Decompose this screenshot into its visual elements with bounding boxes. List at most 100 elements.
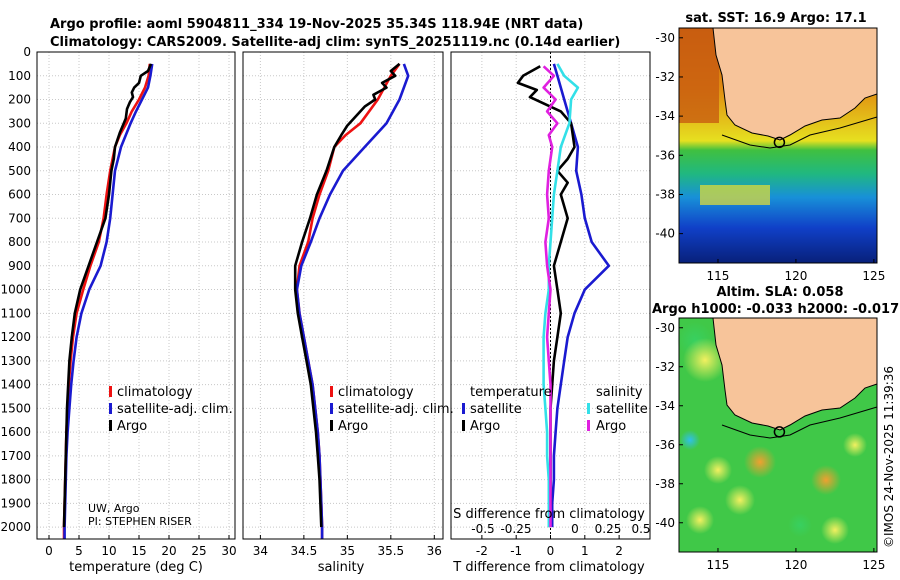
map-x-tick-label: 120 xyxy=(784,558,807,572)
top-tick-label: 0.5 xyxy=(631,522,650,536)
difference-series-temperature-satellite xyxy=(550,63,611,528)
sst-yellow-band xyxy=(700,185,770,205)
sla-land-australia xyxy=(712,317,878,431)
difference-panel: -2 -1 0 1 2 xyxy=(450,51,651,558)
sla-map-frame xyxy=(678,317,878,553)
sst-warm-patch xyxy=(679,28,719,123)
difference-series-salinity-argo xyxy=(542,65,559,528)
map-y-tick-label: -40 xyxy=(655,516,675,530)
depth-tick-label: 1500 xyxy=(0,401,31,415)
depth-axis: 0 100 200 300 400 500 600 700 800 900 1000 1100 1200… xyxy=(0,45,31,534)
top-tick-label: 0 xyxy=(571,522,579,536)
difference-xlabel-top: S difference from climatology xyxy=(453,507,645,522)
depth-tick-label: 0 xyxy=(23,45,31,59)
credit-group: UW, Argo xyxy=(88,502,140,515)
sla-blob xyxy=(704,456,732,484)
depth-tick-label: 1300 xyxy=(0,354,31,368)
map-x-tick-label: 125 xyxy=(862,558,885,572)
salinity-series-argo xyxy=(293,62,401,528)
sla-depth-contour xyxy=(721,406,878,439)
sla-blob xyxy=(683,338,727,382)
map-y-tick-label: -34 xyxy=(655,109,675,123)
depth-tick-label: 1000 xyxy=(0,283,31,297)
x-tick-label: 35 xyxy=(340,544,355,558)
depth-tick-label: 1700 xyxy=(0,449,31,463)
depth-tick-label: 500 xyxy=(8,164,31,178)
salinity-series-climatology xyxy=(295,63,401,539)
map-y-tick-label: -32 xyxy=(655,70,675,84)
depth-tick-label: 600 xyxy=(8,188,31,202)
sst-argo-position-marker xyxy=(773,136,786,149)
depth-tick-label: 400 xyxy=(8,140,31,154)
x-tick-label: 34 xyxy=(253,544,268,558)
x-tick-label: 1 xyxy=(581,544,589,558)
legend-label-satellite: satellite-adj. clim. xyxy=(338,402,454,417)
top-tick-label: -0.25 xyxy=(500,522,531,536)
depth-tick-label: 1100 xyxy=(0,306,31,320)
depth-tick-label: 700 xyxy=(8,211,31,225)
legend-title-temperature: temperature xyxy=(470,385,552,400)
sla-blob xyxy=(680,430,700,450)
top-tick-label: 0.25 xyxy=(595,522,622,536)
salinity-frame xyxy=(242,51,444,540)
difference-frame xyxy=(450,51,651,540)
sla-blob xyxy=(788,513,812,537)
sla-blob xyxy=(843,433,867,457)
x-tick-label: 15 xyxy=(131,544,146,558)
sla-blob xyxy=(686,506,714,534)
difference-xlabel: T difference from climatology xyxy=(452,560,645,575)
legend-swatch-satellite xyxy=(109,403,112,414)
temperature-xlabel: temperature (deg C) xyxy=(69,560,203,575)
depth-tick-label: 200 xyxy=(8,93,31,107)
legend-swatch-t-argo xyxy=(462,420,465,431)
map-x-tick-label: 120 xyxy=(784,269,807,283)
sla-blob xyxy=(744,446,776,478)
sst-depth-contour xyxy=(721,116,878,149)
temperature-frame xyxy=(36,51,236,540)
legend-label-argo: Argo xyxy=(338,419,368,434)
legend-swatch-argo xyxy=(109,420,112,431)
legend-swatch-satellite xyxy=(330,403,333,414)
x-tick-label: 10 xyxy=(101,544,116,558)
legend-swatch-t-satellite xyxy=(462,403,465,414)
title-line-2: Climatology: CARS2009. Satellite-adj cli… xyxy=(50,35,620,50)
sst-map-title: sat. SST: 16.9 Argo: 17.1 xyxy=(685,11,866,26)
x-tick-label: -1 xyxy=(510,544,522,558)
sla-map-axes: 115 120 125 -30 -32 -34 -36 -38 -40 xyxy=(655,321,885,572)
map-y-tick-label: -36 xyxy=(655,438,675,452)
legend-swatch-climatology xyxy=(330,386,333,397)
depth-tick-label: 800 xyxy=(8,235,31,249)
x-tick-label: -2 xyxy=(476,544,488,558)
sla-blob xyxy=(821,516,849,544)
sst-map xyxy=(678,27,878,264)
map-y-tick-label: -38 xyxy=(655,187,675,201)
legend-label-t-argo: Argo xyxy=(470,419,500,434)
salinity-panel: 34 34.5 35 35.5 36 xyxy=(242,51,444,558)
legend-title-salinity: salinity xyxy=(596,385,643,400)
sst-land-australia xyxy=(712,27,878,141)
depth-tick-label: 1800 xyxy=(0,473,31,487)
salinity-legend: climatology satellite-adj. clim. Argo xyxy=(330,385,454,434)
depth-tick-label: 900 xyxy=(8,259,31,273)
map-y-tick-label: -40 xyxy=(655,227,675,241)
x-tick-label: 30 xyxy=(221,544,236,558)
map-y-tick-label: -30 xyxy=(655,321,675,335)
x-tick-label: 25 xyxy=(191,544,206,558)
title-line-1: Argo profile: aoml 5904811_334 19-Nov-20… xyxy=(50,17,583,32)
map-y-tick-label: -36 xyxy=(655,148,675,162)
sst-map-frame xyxy=(678,27,878,264)
depth-tick-label: 1400 xyxy=(0,378,31,392)
salinity-series-satellite-adj-clim- xyxy=(295,63,410,539)
legend-label-t-satellite: satellite xyxy=(470,402,522,417)
sla-blob xyxy=(811,465,841,495)
legend-label-argo: Argo xyxy=(117,419,147,434)
x-tick-label: 35.5 xyxy=(377,544,404,558)
sla-map-subtitle: Argo h1000: -0.033 h2000: -0.017 xyxy=(652,302,899,317)
top-tick-label: -0.5 xyxy=(471,522,494,536)
x-tick-label: 2 xyxy=(615,544,623,558)
salinity-xlabel: salinity xyxy=(318,560,365,575)
sla-map-title: Altim. SLA: 0.058 xyxy=(717,285,844,300)
legend-swatch-argo xyxy=(330,420,333,431)
temperature-panel: 0 5 10 15 20 25 30 xyxy=(36,51,237,558)
